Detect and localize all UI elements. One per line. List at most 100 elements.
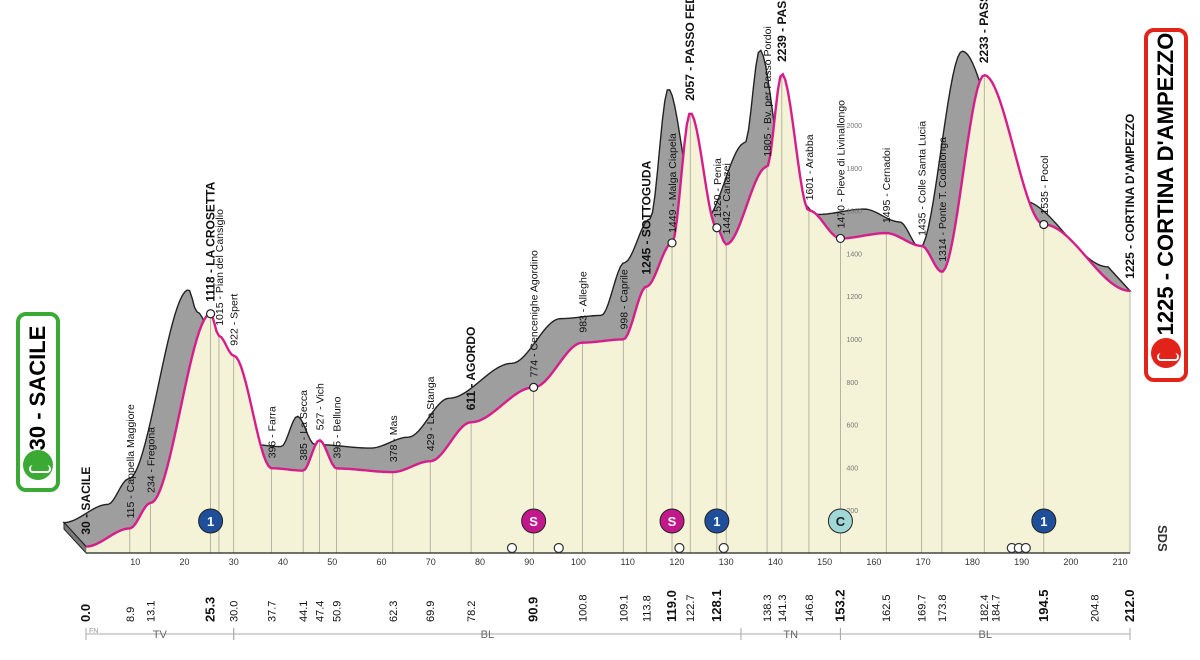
km-tick-label: 180 bbox=[965, 557, 980, 567]
km-tick-label: 50 bbox=[327, 557, 337, 567]
town-label: 983 - Alleghe bbox=[577, 271, 589, 332]
altitude-tick-label: 400 bbox=[846, 465, 858, 472]
tunnel-icon bbox=[718, 542, 729, 554]
gpm-marker-icon bbox=[1031, 508, 1057, 534]
summit-label: 1245 - SOTTOGUDA bbox=[639, 160, 653, 274]
km-tick-label: 160 bbox=[866, 557, 881, 567]
town-label: 998 - Caprile bbox=[618, 269, 630, 329]
altitude-tick-label: 1400 bbox=[846, 251, 862, 258]
km-distance-label: 169.7 bbox=[917, 594, 929, 622]
town-label: 395 - Belluno bbox=[332, 396, 344, 458]
km-distance-label: 194.5 bbox=[1036, 589, 1051, 622]
town-label: 429 - La Stanga bbox=[425, 376, 437, 451]
km-tick-label: 70 bbox=[426, 557, 436, 567]
km-tick-label: 30 bbox=[229, 557, 239, 567]
town-label: 527 - Vich bbox=[314, 383, 326, 430]
sprint-marker-icon bbox=[659, 508, 685, 534]
km-distance-label: 8.9 bbox=[125, 607, 137, 622]
gpm-marker-icon bbox=[198, 508, 224, 534]
town-label: 378 - Mas bbox=[388, 415, 400, 462]
town-label: 385 - La Secca bbox=[298, 390, 310, 461]
km-tick-label: 140 bbox=[768, 557, 783, 567]
town-label: 1470 - Pieve di Livinallongo bbox=[835, 100, 847, 229]
altitude-tick-label: 600 bbox=[846, 423, 858, 430]
summit-label: 2057 - PASSO FEDAIA bbox=[683, 0, 697, 101]
region-start-label: FN bbox=[89, 628, 98, 635]
summit-label: 1118 - LA CROSETTA bbox=[204, 181, 218, 301]
marker-label: S bbox=[529, 514, 538, 529]
marker-point bbox=[835, 233, 846, 244]
km-tick-label: 90 bbox=[524, 557, 534, 567]
summit-label: 611 - AGORDO bbox=[464, 327, 478, 411]
marker-label: S bbox=[668, 514, 677, 529]
gpm-marker-icon bbox=[704, 508, 730, 534]
km-distance-label: 212.0 bbox=[1122, 589, 1137, 622]
marker-point bbox=[712, 223, 722, 233]
tunnel-icon bbox=[674, 542, 685, 554]
km-tick-label: 10 bbox=[130, 557, 140, 567]
town-label: 1520 - Penia bbox=[712, 158, 724, 218]
province-label: TV bbox=[153, 629, 168, 641]
km-tick-label: 110 bbox=[621, 557, 635, 567]
km-distance-label: 146.8 bbox=[804, 594, 816, 622]
km-tick-label: 40 bbox=[278, 557, 288, 567]
sprint-marker-icon bbox=[521, 508, 547, 534]
km-distance-label: 138.3 bbox=[762, 594, 774, 622]
marker-point bbox=[205, 309, 216, 319]
marker-point bbox=[1039, 219, 1049, 230]
km-tick-label: 170 bbox=[916, 557, 931, 567]
town-label: 1495 - Cernadoi bbox=[881, 148, 893, 223]
km-distance-label: 50.9 bbox=[332, 601, 344, 622]
km-distance-label: 173.8 bbox=[937, 594, 949, 622]
altitude-tick-label: 200 bbox=[846, 508, 858, 515]
altitude-tick-label: 1200 bbox=[846, 294, 862, 301]
km-distance-label: 109.1 bbox=[618, 594, 630, 622]
km-tick-label: 60 bbox=[376, 557, 386, 567]
altitude-tick-label: 2000 bbox=[846, 123, 862, 130]
town-label: 1435 - Colle Santa Lucia bbox=[917, 121, 929, 236]
km-distance-label: 182.4 bbox=[979, 594, 991, 622]
km-tick-label: 210 bbox=[1113, 557, 1128, 567]
cyclist-icon bbox=[23, 450, 53, 480]
profile-area bbox=[86, 74, 1130, 554]
km-distance-label: 44.1 bbox=[298, 601, 310, 622]
town-label: 1449 - Malga Ciapela bbox=[667, 133, 679, 233]
km-distance-label: 184.7 bbox=[991, 594, 1003, 622]
province-label: BL bbox=[481, 629, 494, 641]
finish-label: 1225 - CORTINA D'AMPEZZO bbox=[1153, 32, 1178, 336]
km-distance-label: 119.0 bbox=[664, 590, 679, 622]
km-distance-label: 37.7 bbox=[267, 601, 279, 622]
km-distance-label: 62.3 bbox=[388, 601, 400, 622]
summit-label: 2233 - PASSO GIAU bbox=[977, 0, 991, 63]
km-tick-label: 200 bbox=[1063, 557, 1078, 567]
marker-point bbox=[667, 238, 677, 248]
tunnel-icon bbox=[1020, 542, 1031, 554]
summit-label: 30 - SACILE bbox=[79, 467, 93, 535]
start-badge: 30 - SACILE bbox=[16, 312, 60, 492]
town-label: 1314 - Ponte T. Codalonga bbox=[937, 137, 949, 262]
km-distance-label: 122.7 bbox=[685, 594, 697, 622]
summit-label: 2239 - PASSO PORDOI bbox=[775, 0, 789, 62]
km-distance-label: 141.3 bbox=[777, 594, 789, 622]
altitude-tick-label: 1000 bbox=[846, 337, 862, 344]
town-label: 774 - Cencenighe Agordino bbox=[529, 250, 541, 377]
town-label: 922 - Spert bbox=[229, 294, 241, 346]
km-distance-label: 113.8 bbox=[641, 595, 653, 622]
town-label: 396 - Farra bbox=[267, 406, 279, 458]
town-label: 1015 - Pian del Cansiglio bbox=[214, 209, 226, 326]
marker-label: 1 bbox=[207, 514, 214, 529]
province-label: TN bbox=[783, 629, 798, 641]
marker-label: 1 bbox=[713, 514, 720, 529]
town-label: 234 - Fregona bbox=[146, 427, 158, 493]
km-tick-label: 190 bbox=[1014, 557, 1029, 567]
km-tick-label: 20 bbox=[179, 557, 189, 567]
start-label: 30 - SACILE bbox=[25, 325, 50, 451]
town-label: 115 - Cappella Maggiore bbox=[125, 404, 137, 518]
tunnel-icon bbox=[553, 542, 564, 554]
km-distance-label: 25.3 bbox=[203, 597, 218, 622]
province-label: BL bbox=[978, 629, 991, 641]
marker-label: 1 bbox=[1040, 514, 1047, 529]
km-distance-label: 69.9 bbox=[425, 601, 437, 622]
finish-badge: 1225 - CORTINA D'AMPEZZO bbox=[1144, 28, 1188, 382]
